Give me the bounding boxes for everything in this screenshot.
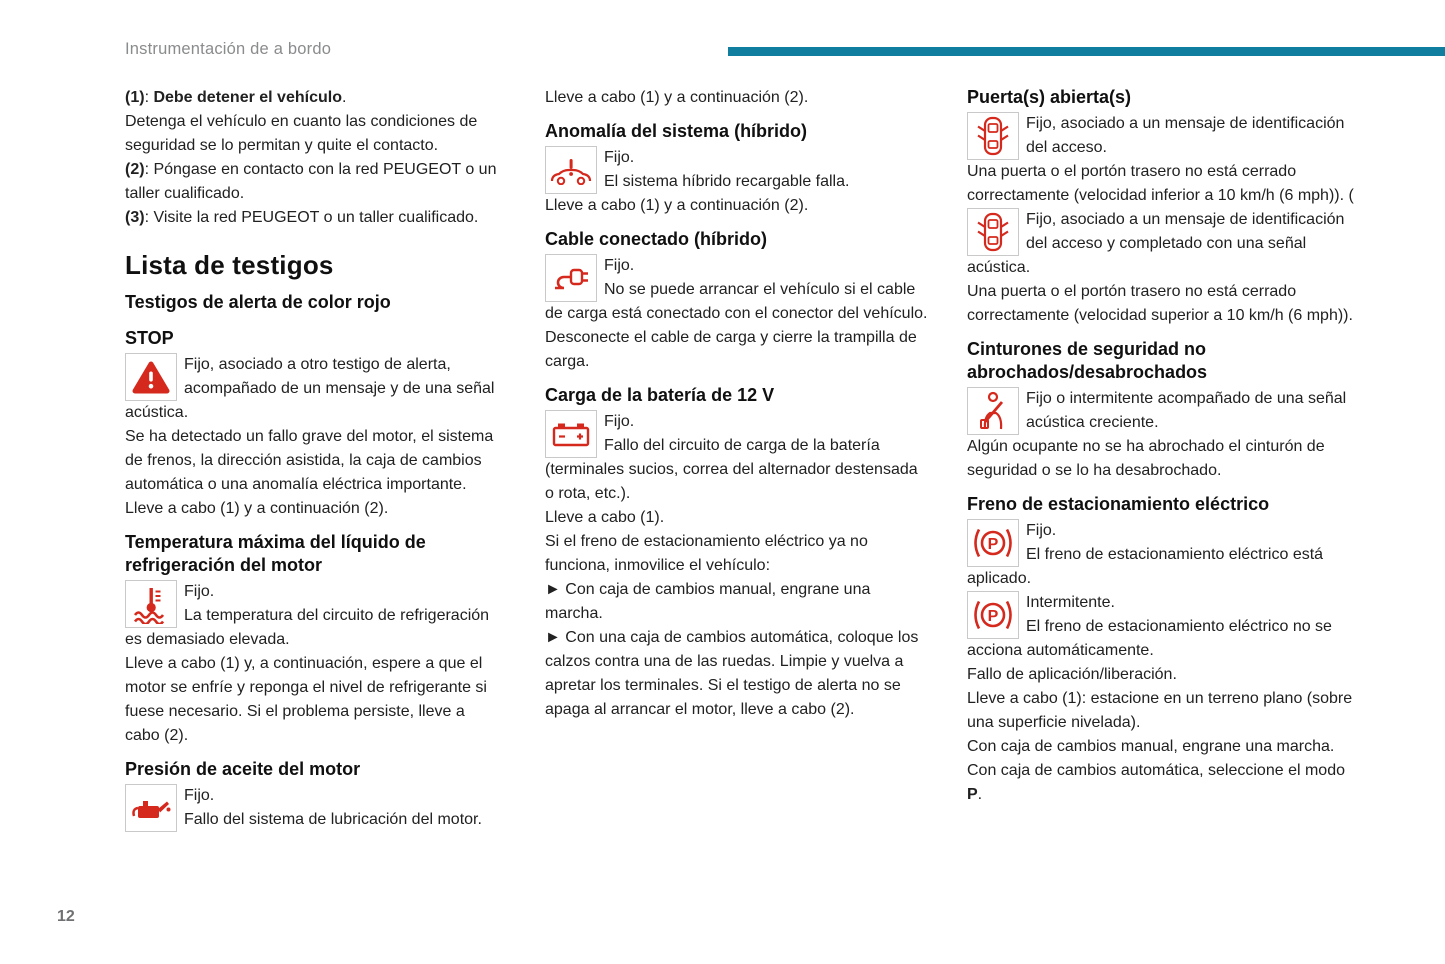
parking-brake-indicator-2: P Intermitente. El freno de estacionamie…	[967, 591, 1359, 663]
hybrid-desc: El sistema híbrido recargable falla.	[604, 173, 850, 190]
coolant-indicator: Fijo. La temperatura del circuito de ref…	[125, 580, 501, 652]
parking-brake-desc-1: El freno de estacionamiento eléctrico es…	[967, 546, 1324, 587]
oil-desc: Fallo del sistema de lubricación del mot…	[184, 811, 482, 828]
heading-coolant: Temperatura máxima del líquido de refrig…	[125, 532, 426, 575]
cable-action: Desconecte el cable de carga y cierre la…	[545, 329, 917, 370]
parking-brake-action-1: Lleve a cabo (1): estacione en un terren…	[967, 690, 1353, 731]
coolant-desc: La temperatura del circuito de refrigera…	[125, 607, 490, 648]
action-2-label: (2)	[125, 161, 145, 178]
content-columns: (1): Debe detener el vehículo. Detenga e…	[125, 86, 1359, 832]
header-accent-bar	[728, 47, 1445, 56]
action-1-label: (1)	[125, 89, 145, 106]
hybrid-system-warning-icon	[545, 146, 597, 194]
parking-brake-icon: P	[967, 591, 1019, 639]
battery-desc: Fallo del circuito de carga de la baterí…	[545, 437, 918, 502]
heading-oil: Presión de aceite del motor	[125, 759, 361, 779]
hybrid-indicator: Fijo. El sistema híbrido recargable fall…	[545, 146, 929, 194]
heading-cable-connected: Cable conectado (híbrido)	[545, 229, 768, 249]
svg-text:P: P	[988, 608, 999, 625]
battery-action: Lleve a cabo (1).	[545, 509, 665, 526]
column-left: (1): Debe detener el vehículo. Detenga e…	[125, 86, 501, 832]
heading-parking-brake: Freno de estacionamiento eléctrico	[967, 494, 1270, 514]
page-number: 12	[57, 908, 75, 925]
page-title: Lista de testigos	[125, 250, 334, 280]
battery-indicator: Fijo. Fallo del circuito de carga de la …	[545, 410, 929, 506]
action-definition-1-desc: Detenga el vehículo en cuanto las condic…	[125, 113, 478, 154]
heading-hybrid-anomaly: Anomalía del sistema (híbrido)	[545, 121, 808, 141]
seatbelt-indicator: Fijo o intermitente acompañado de una se…	[967, 387, 1359, 435]
carryover-action: Lleve a cabo (1) y a continuación (2).	[545, 89, 809, 106]
hybrid-action: Lleve a cabo (1) y a continuación (2).	[545, 197, 809, 214]
stop-indicator: Fijo, asociado a otro testigo de alerta,…	[125, 353, 501, 425]
column-right: Puerta(s) abierta(s) Fijo, asociado a un…	[967, 86, 1359, 807]
action-definition-3: (3): Visite la red PEUGEOT o un taller c…	[125, 209, 479, 226]
stop-description: Se ha detectado un fallo grave del motor…	[125, 428, 494, 493]
battery-bullet-manual: ► Con caja de cambios manual, engrane un…	[545, 581, 871, 622]
svg-text:P: P	[988, 536, 999, 553]
door-open-icon	[967, 112, 1019, 160]
parking-brake-icon: P	[967, 519, 1019, 567]
doors-indicator-2: Fijo, asociado a un mensaje de identific…	[967, 208, 1359, 280]
heading-stop: STOP	[125, 328, 174, 348]
doors-indicator-1-text: Fijo, asociado a un mensaje de identific…	[1026, 115, 1345, 156]
stop-indicator-text: Fijo, asociado a otro testigo de alerta,…	[125, 356, 495, 421]
column-center: Lleve a cabo (1) y a continuación (2). A…	[545, 86, 929, 722]
coolant-temperature-icon	[125, 580, 177, 628]
cable-indicator: Fijo. No se puede arrancar el vehículo s…	[545, 254, 929, 326]
warning-triangle-icon	[125, 353, 177, 401]
battery-state: Fijo.	[604, 413, 635, 430]
parking-brake-indicator-1: P Fijo. El freno de estacionamiento eléc…	[967, 519, 1359, 591]
oil-state: Fijo.	[184, 787, 215, 804]
battery-bullet-automatic: ► Con una caja de cambios automática, co…	[545, 629, 919, 718]
parking-brake-state-1: Fijo.	[1026, 522, 1057, 539]
parking-brake-fault: Fallo de aplicación/liberación.	[967, 666, 1177, 683]
mode-p-label: P	[967, 786, 978, 803]
seatbelt-desc: Algún ocupante no se ha abrochado el cin…	[967, 438, 1325, 479]
seatbelt-indicator-text: Fijo o intermitente acompañado de una se…	[1026, 390, 1347, 431]
cable-state: Fijo.	[604, 257, 635, 274]
action-3-label: (3)	[125, 209, 145, 226]
hybrid-state: Fijo.	[604, 149, 635, 166]
parking-brake-action-3: Con caja de cambios automática, seleccio…	[967, 762, 1345, 803]
door-open-icon	[967, 208, 1019, 256]
parking-brake-action-2: Con caja de cambios manual, engrane una …	[967, 738, 1335, 755]
doors-desc-2: Una puerta o el portón trasero no está c…	[967, 283, 1353, 324]
battery-note: Si el freno de estacionamiento eléctrico…	[545, 533, 868, 574]
cable-desc: No se puede arrancar el vehículo si el c…	[545, 281, 928, 322]
parking-brake-state-2: Intermitente.	[1026, 594, 1115, 611]
heading-battery-charge: Carga de la batería de 12 V	[545, 385, 775, 405]
coolant-state: Fijo.	[184, 583, 215, 600]
stop-action: Lleve a cabo (1) y a continuación (2).	[125, 500, 389, 517]
oil-indicator: Fijo. Fallo del sistema de lubricación d…	[125, 784, 501, 832]
action-definition-1: (1): Debe detener el vehículo.	[125, 89, 347, 106]
action-definition-2: (2): Póngase en contacto con la red PEUG…	[125, 161, 497, 202]
doors-desc-1: Una puerta o el portón trasero no está c…	[967, 163, 1354, 204]
battery-12v-icon	[545, 410, 597, 458]
coolant-action: Lleve a cabo (1) y, a continuación, espe…	[125, 655, 487, 744]
section-subtitle: Testigos de alerta de color rojo	[125, 292, 391, 312]
doors-indicator-2-text: Fijo, asociado a un mensaje de identific…	[967, 211, 1345, 276]
seatbelt-reminder-icon	[967, 387, 1019, 435]
charging-cable-icon	[545, 254, 597, 302]
running-header: Instrumentación de a bordo	[125, 40, 332, 58]
engine-oil-icon	[125, 784, 177, 832]
heading-doors-open: Puerta(s) abierta(s)	[967, 87, 1132, 107]
doors-indicator-1: Fijo, asociado a un mensaje de identific…	[967, 112, 1359, 160]
parking-brake-desc-2: El freno de estacionamiento eléctrico no…	[967, 618, 1332, 659]
heading-seatbelts: Cinturones de seguridad no abrochados/de…	[967, 339, 1208, 382]
